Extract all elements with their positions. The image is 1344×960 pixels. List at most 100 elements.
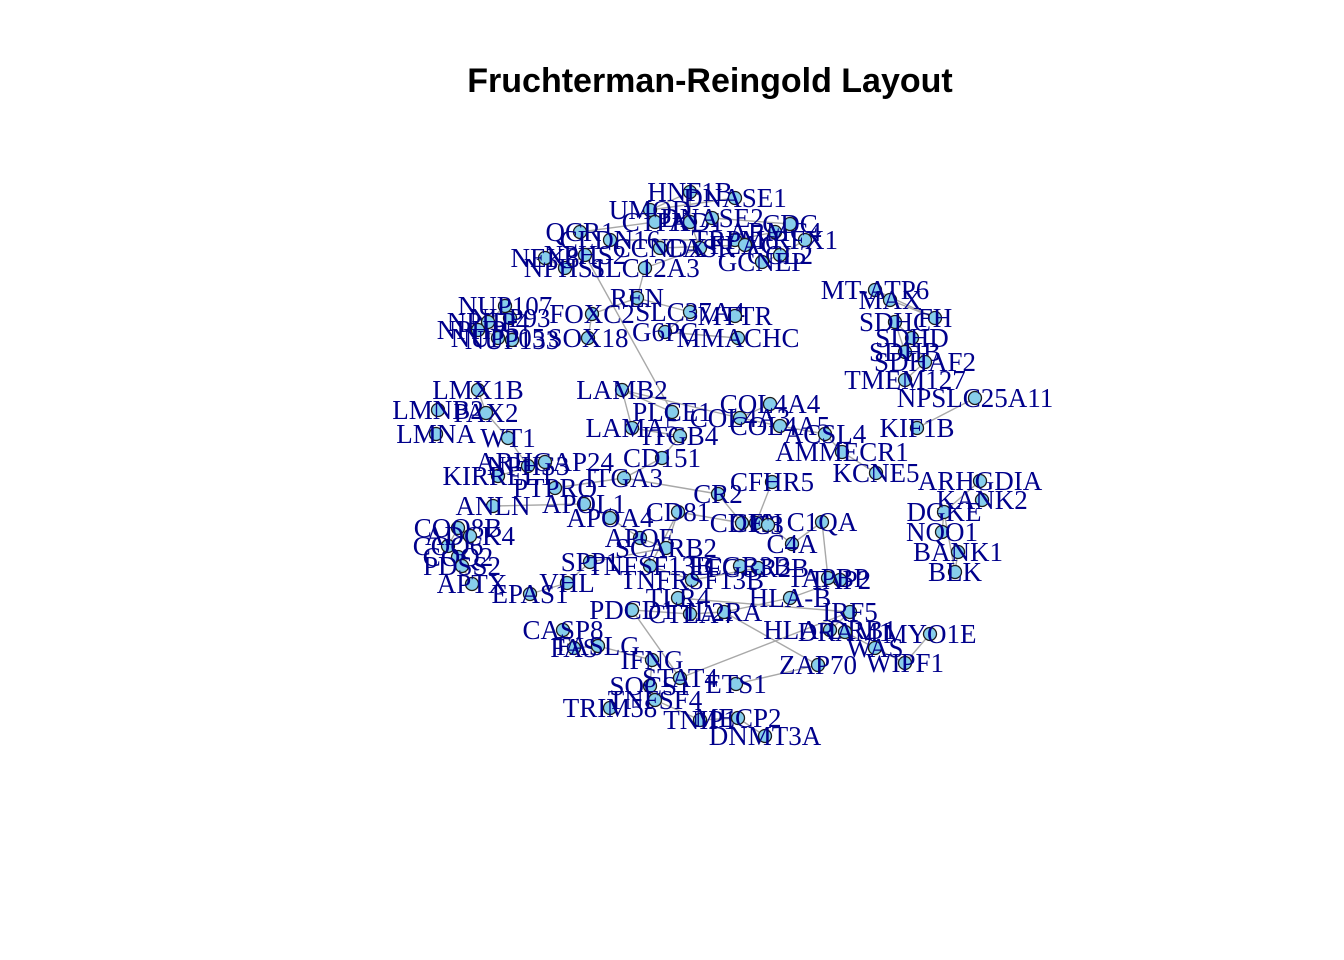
- edge-faslg-ifng: [597, 645, 653, 661]
- node-dot: [537, 454, 553, 470]
- node-dot: [584, 306, 600, 322]
- node-label: QCR1: [545, 217, 614, 247]
- node-cfhr5: CFHR5: [730, 467, 814, 497]
- node-label: APTX: [437, 569, 508, 599]
- node-dot: [797, 232, 813, 248]
- node-dgke: DGKE: [907, 497, 982, 527]
- node-dot: [692, 240, 708, 256]
- node-label: LMX1B: [432, 375, 524, 405]
- node-dot: [440, 538, 456, 554]
- node-label: MTTR: [697, 301, 772, 331]
- node-mmachc: MMACHC: [676, 323, 799, 353]
- node-nphs1: NPHS1: [524, 253, 607, 283]
- edge-umod-dnase1: [649, 197, 736, 211]
- node-dot: [428, 426, 444, 442]
- node-cldn16: CLDN16: [560, 225, 661, 255]
- node-nup205: NUP205: [451, 323, 546, 353]
- edge-lamb2-col4a3: [621, 389, 741, 419]
- node-dot: [784, 536, 800, 552]
- node-label: NEK8: [511, 243, 580, 273]
- node-label: TRIM58: [563, 693, 658, 723]
- node-dot: [670, 590, 686, 606]
- node-label: PDSS2: [423, 551, 501, 581]
- node-sdhd: SDHD: [875, 323, 949, 353]
- node-dot: [762, 396, 778, 412]
- node-label: HLA-DRB1: [763, 615, 897, 645]
- node-label: CD81: [646, 497, 711, 527]
- node-fas: FAS: [550, 633, 598, 663]
- edge-anln-apol1: [492, 503, 585, 507]
- edge-lama5-itgb4: [631, 427, 681, 437]
- edge-tnfrsf13b-fcgr2b: [691, 567, 759, 581]
- node-label: DGKE: [907, 497, 982, 527]
- node-fh: FH: [918, 303, 953, 333]
- node-dot: [555, 622, 571, 638]
- node-dot: [497, 298, 513, 314]
- node-ccndx: CCNDX: [613, 233, 708, 263]
- node-label: LMNB2: [392, 395, 484, 425]
- node-cdc: CDC: [762, 209, 818, 239]
- edge-cd151-itga3: [623, 457, 663, 479]
- edge-cd81-tnfsf13b: [649, 511, 679, 567]
- node-label: ADCK4: [425, 521, 516, 551]
- node-dot: [480, 314, 496, 330]
- node-dot: [834, 444, 850, 460]
- node-label: NUP107: [458, 291, 553, 321]
- node-dot: [820, 570, 836, 586]
- node-sox18: SOX18: [547, 323, 628, 353]
- node-myo1e: MYO1E: [884, 619, 977, 649]
- node-col4a5: COL4A5: [730, 411, 831, 441]
- node-lmx1b: LMX1B: [432, 375, 524, 405]
- node-pdcd1: PDCD1: [589, 595, 675, 625]
- edge-tnfsf4-tnip1: [654, 699, 701, 721]
- node-dot: [629, 290, 645, 306]
- node-dot: [590, 638, 606, 654]
- node-label: MECP2: [694, 703, 781, 733]
- node-dot: [917, 354, 933, 370]
- node-casp8: CASP8: [522, 615, 603, 645]
- node-dot: [814, 514, 830, 530]
- node-was: WAS: [846, 633, 903, 663]
- node-dnase1: DNASE1: [683, 183, 787, 213]
- edge-scarb2-spp1: [589, 547, 667, 563]
- node-dot: [730, 710, 746, 726]
- node-label: CASR: [665, 233, 736, 263]
- node-tmem127: TMEM127: [844, 365, 966, 395]
- node-dot: [624, 602, 640, 618]
- node-trim58: TRIM58: [563, 693, 658, 723]
- node-dot: [464, 576, 480, 592]
- node-dot: [502, 310, 518, 326]
- node-dot: [810, 657, 826, 673]
- node-nphs2: NPHS2: [544, 240, 627, 270]
- node-label: HLA-B: [749, 583, 832, 613]
- node-kcne5: KCNE5: [833, 458, 920, 488]
- node-c3: C3: [752, 510, 784, 540]
- node-sdhaf2: SDHAF2: [874, 347, 976, 377]
- node-dot: [750, 560, 766, 576]
- node-label: FH: [918, 303, 953, 333]
- edge-pdcd1-ctla4: [631, 609, 691, 615]
- node-dot: [672, 670, 688, 686]
- edge-stat4-pdcd1: [631, 609, 681, 679]
- node-label: NPHP4: [447, 307, 530, 337]
- node-label: FOXC2: [549, 299, 635, 329]
- node-dot: [682, 304, 698, 320]
- node-label: ETS1: [705, 669, 767, 699]
- node-label: TAP2: [809, 565, 871, 595]
- node-dot: [522, 586, 538, 602]
- edge-zap70-ets1: [735, 664, 819, 685]
- node-label: IL2RA: [686, 597, 763, 627]
- edge-kif1b-npslc25a11: [916, 397, 976, 429]
- node-faslg: FASLG: [556, 631, 640, 661]
- node-label: DNMT3A: [709, 721, 822, 751]
- node-dot: [737, 237, 753, 253]
- node-label: FCGR2B: [707, 553, 809, 583]
- node-dot: [934, 524, 950, 540]
- edge-plce1-lamb2: [621, 389, 673, 413]
- node-pax2: PAX2: [453, 398, 518, 428]
- node-dot: [682, 184, 698, 200]
- node-label: C1QA: [787, 507, 858, 537]
- node-label: FLAG: [710, 230, 781, 260]
